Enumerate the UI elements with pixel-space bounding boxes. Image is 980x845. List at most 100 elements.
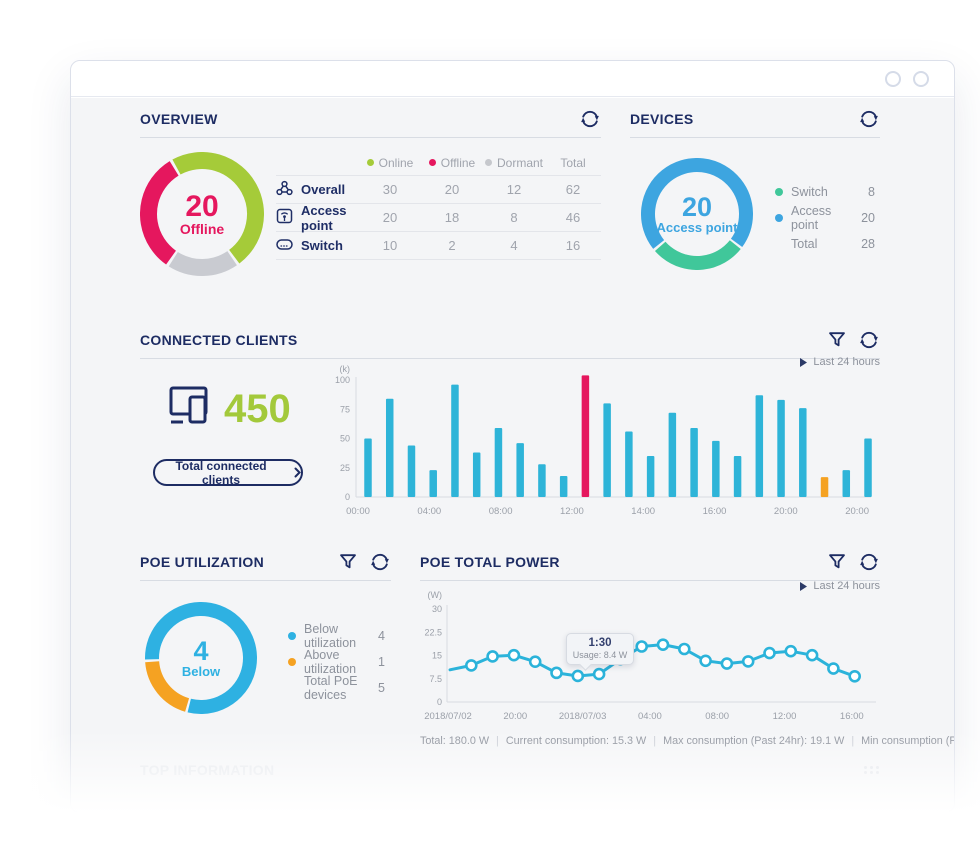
min-consumption: Min consumption (Past 24hr): 1.3 W [861, 735, 954, 747]
svg-text:20:00: 20:00 [774, 506, 798, 517]
svg-text:08:00: 08:00 [705, 711, 729, 722]
legend-dot [288, 684, 296, 692]
legend-dot [775, 188, 783, 196]
legend-value: 1 [378, 655, 385, 669]
period-label: Last 24 hours [813, 580, 880, 592]
legend-dot [288, 658, 296, 666]
below-count: 4 [193, 636, 209, 666]
svg-text:100: 100 [335, 375, 350, 385]
refresh-button[interactable] [858, 329, 880, 351]
refresh-button[interactable] [369, 551, 391, 573]
cell-value: 20 [382, 210, 398, 225]
cell-value: 12 [506, 182, 522, 197]
cell-value: 62 [565, 182, 581, 197]
table-row: Overall 30 20 12 62 [276, 176, 601, 204]
panel-title: DEVICES [630, 111, 694, 127]
period-selector[interactable]: Last 24 hours [800, 356, 880, 368]
access-point-count: 20 [681, 192, 713, 222]
svg-text:7.5: 7.5 [429, 674, 442, 684]
table-row: Access point 20 18 8 46 [276, 203, 601, 233]
offline-count: 20 [185, 189, 219, 223]
column-header: Online [359, 156, 421, 170]
refresh-button[interactable] [579, 108, 601, 130]
overview-donut-chart [140, 152, 264, 276]
legend-label: Total [791, 237, 818, 251]
filter-button[interactable] [338, 552, 358, 572]
switch-icon [276, 236, 293, 255]
devices-donut-center: 20 Access point [641, 158, 753, 270]
poe-total-power-panel: POE TOTAL POWER Last 24 hours (W) 0 7.5 15 2… [420, 547, 954, 762]
refresh-button[interactable] [858, 108, 880, 130]
tooltip-time: 1:30 [588, 637, 612, 649]
app-window: OVERVIEW 20 Offline Online Offline Dormant… [70, 60, 955, 813]
period-selector[interactable]: Last 24 hours [800, 580, 880, 592]
legend-label: Below utilization [304, 622, 357, 650]
legend-item: Total 28 [775, 231, 875, 257]
cell-value: 16 [565, 238, 581, 253]
max-consumption: Max consumption (Past 24hr): 19.1 W [663, 735, 845, 747]
more-menu-icon[interactable] [864, 766, 880, 774]
poe-donut-center: 4 Below [145, 602, 257, 714]
offline-label: Offline [179, 221, 225, 238]
row-label: Switch [301, 238, 343, 253]
svg-text:50: 50 [340, 434, 350, 444]
overview-table: Online Offline Dormant Total Overall 30 20 12 62… [276, 150, 601, 260]
period-label: Last 24 hours [813, 356, 880, 368]
devices-donut-chart [641, 158, 754, 270]
access-point-icon [276, 208, 293, 227]
svg-text:0: 0 [345, 492, 350, 502]
panel-title: POE TOTAL POWER [420, 554, 560, 570]
legend-dot [775, 214, 783, 222]
connected-clients-panel: CONNECTED CLIENTS Last 24 hours [140, 325, 880, 540]
current-consumption: Current consumption: 15.3 W [505, 735, 647, 747]
svg-text:00:00: 00:00 [346, 506, 370, 517]
svg-text:30: 30 [432, 604, 442, 614]
row-label: Overall [301, 182, 346, 197]
svg-text:20:00: 20:00 [503, 711, 527, 722]
svg-text:75: 75 [340, 404, 350, 414]
legend-label: Access point [791, 204, 832, 232]
refresh-button[interactable] [858, 551, 880, 573]
access-point-label: Access point [656, 220, 738, 236]
svg-text:20:00: 20:00 [845, 506, 869, 517]
svg-text:16:00: 16:00 [840, 711, 864, 722]
total-clients-value: 450 [224, 387, 291, 431]
poe-total-power-line-chart: (W) 0 7.5 15 22.5 30 2018/07/02 20:00 2018/07/03… [424, 590, 876, 722]
window-control-icon[interactable] [885, 70, 901, 87]
legend-value: 8 [868, 185, 875, 199]
cell-value: 10 [382, 238, 398, 253]
legend-label: Switch [791, 185, 828, 199]
button-label: Total connected clients [175, 458, 267, 487]
legend-item: Above utilization 1 [288, 648, 385, 676]
window-control-icon[interactable] [913, 70, 929, 87]
overall-icon [276, 180, 293, 199]
legend-item: Switch 8 [775, 179, 875, 205]
cell-value: 18 [444, 210, 460, 225]
cell-value: 4 [510, 238, 518, 253]
legend-item: Access point 20 [775, 204, 875, 232]
svg-text:2018/07/02: 2018/07/02 [424, 711, 472, 722]
filter-button[interactable] [827, 552, 847, 572]
caret-right-icon [800, 581, 808, 591]
legend-label: Total PoE devices [304, 674, 358, 702]
svg-text:04:00: 04:00 [417, 506, 441, 517]
chevron-right-icon [294, 467, 301, 478]
svg-text:22.5: 22.5 [424, 627, 442, 637]
panel-title: CONNECTED CLIENTS [140, 332, 298, 348]
total-connected-clients-button[interactable]: Total connected clients [153, 458, 303, 487]
overview-panel: OVERVIEW 20 Offline Online Offline Dormant… [140, 104, 601, 320]
filter-button[interactable] [827, 330, 847, 350]
legend-item: Below utilization 4 [288, 622, 385, 650]
devices-panel: DEVICES 20 Access point Switch 8 Access po… [630, 104, 880, 320]
cell-value: 8 [510, 210, 518, 225]
svg-text:25: 25 [340, 463, 350, 473]
poe-utilization-donut-chart [144, 602, 257, 714]
svg-text:08:00: 08:00 [489, 506, 513, 517]
cell-value: 46 [565, 210, 581, 225]
legend-label: Above utilization [304, 648, 357, 676]
svg-text:2018/07/03: 2018/07/03 [559, 711, 607, 722]
tooltip-usage: Usage: 8.4 W [572, 650, 628, 660]
svg-text:(k): (k) [340, 365, 351, 374]
column-header: Total [560, 155, 586, 170]
